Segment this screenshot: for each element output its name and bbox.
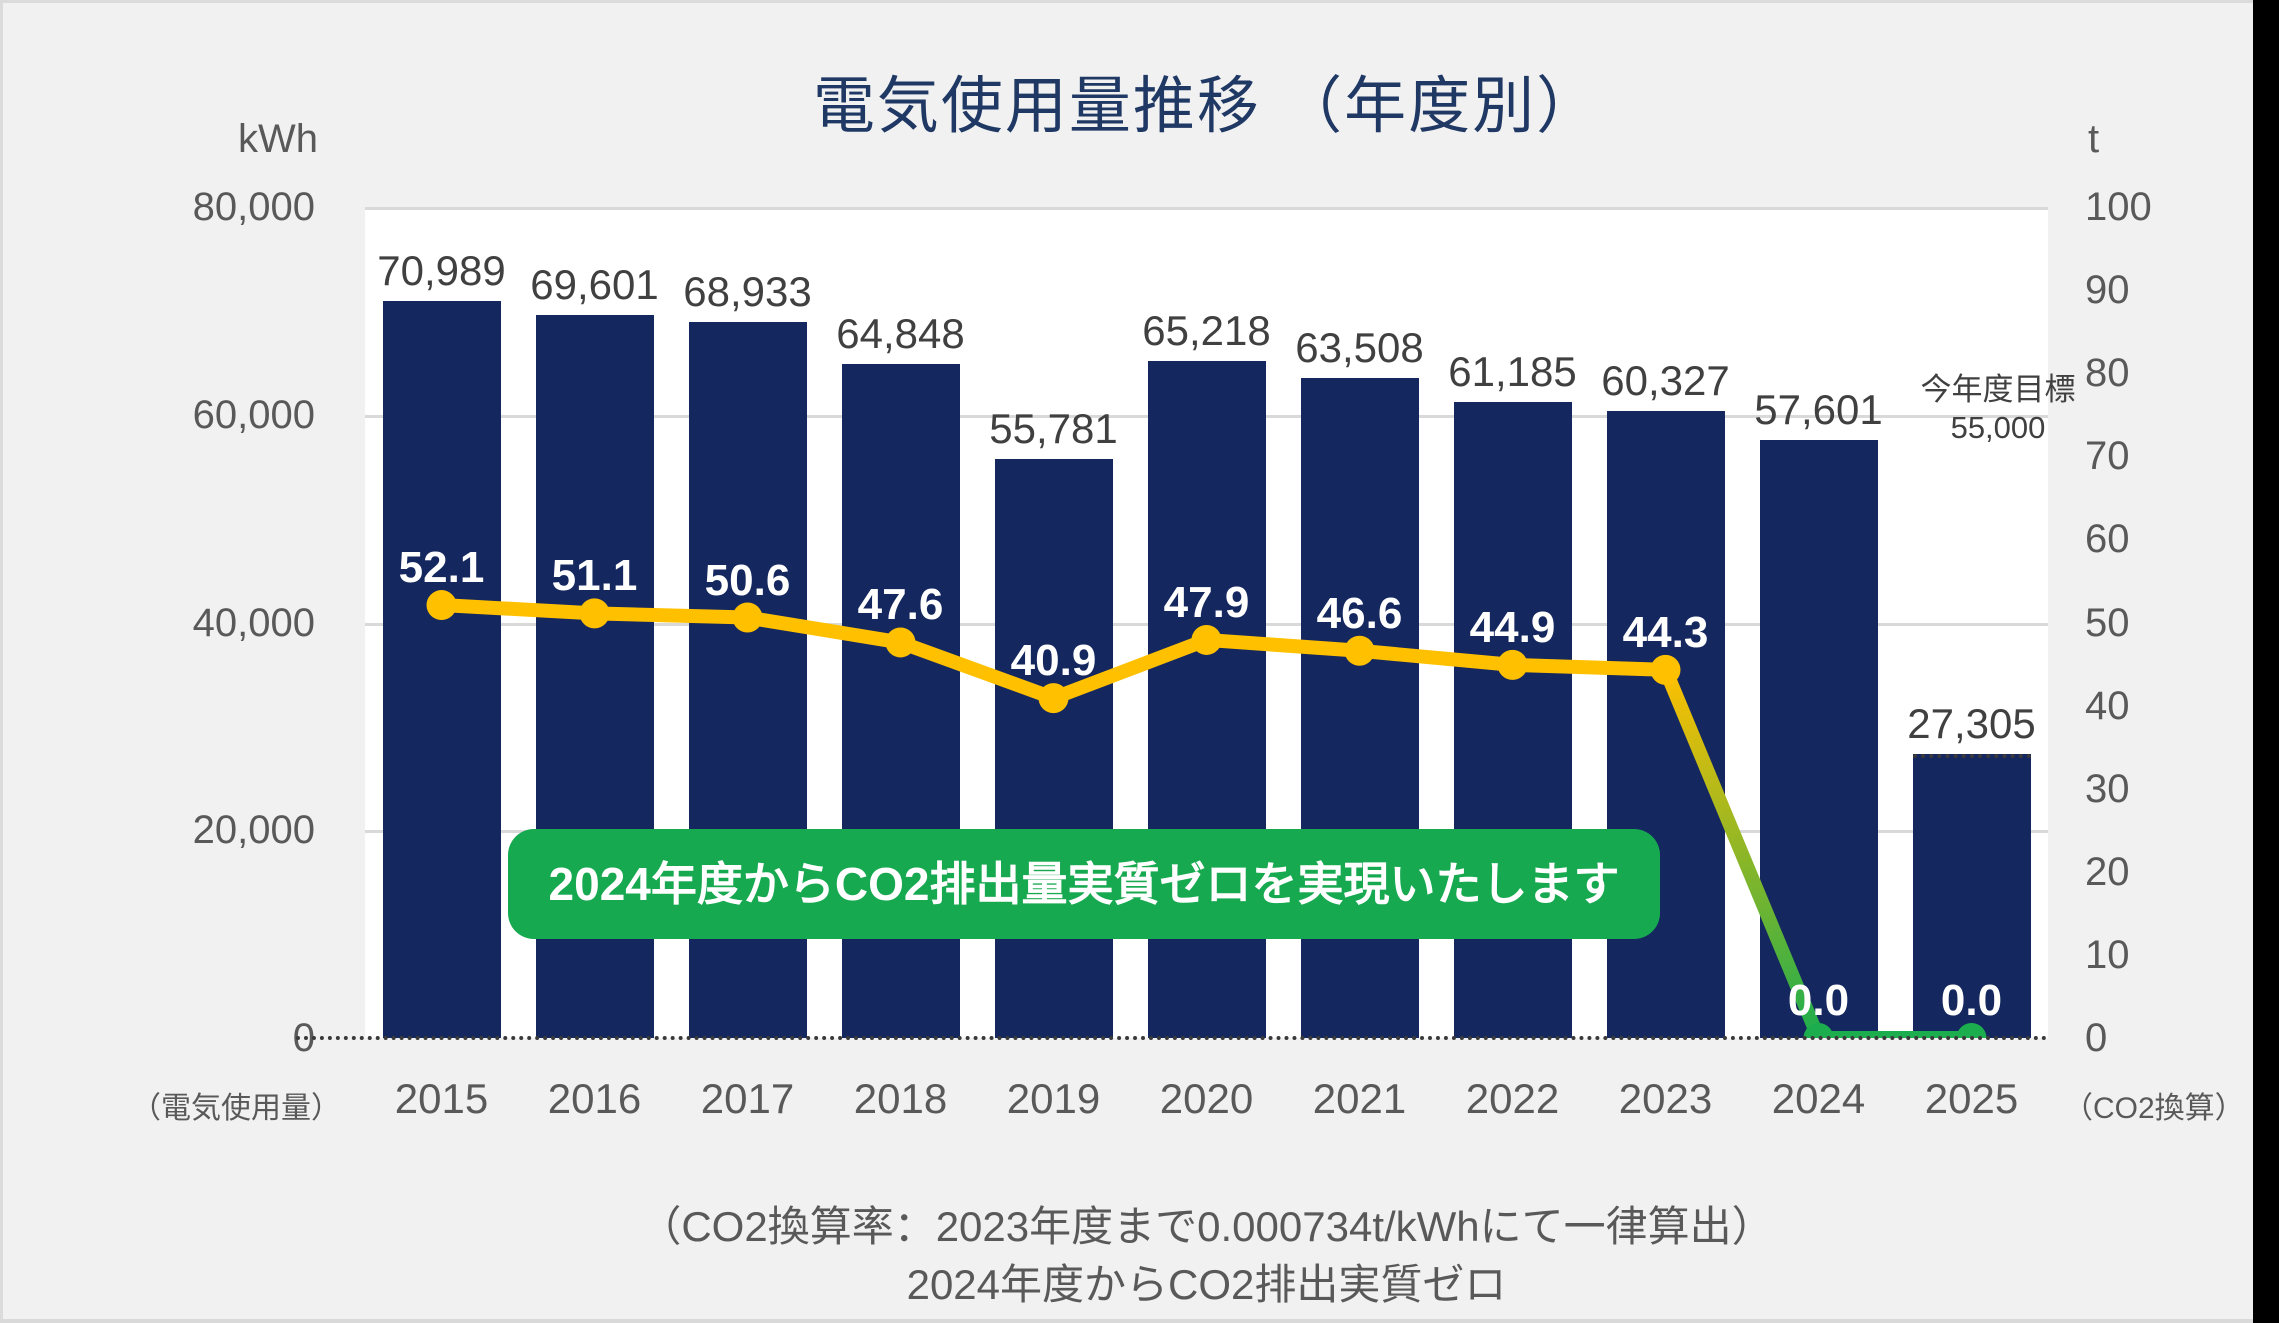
co2-line-chart <box>426 590 1987 1038</box>
bar-value-label-2016: 69,601 <box>530 261 659 309</box>
co2-point-2025 <box>1956 1023 1987 1038</box>
bar-value-label-2023: 60,327 <box>1601 357 1730 405</box>
co2-zero-banner: 2024年度からCO2排出量実質ゼロを実現いたします <box>508 829 1660 939</box>
co2-point-2017 <box>732 602 763 633</box>
co2-value-label-2024: 0.0 <box>1787 976 1850 1025</box>
bar-2025 <box>1912 754 2031 1038</box>
gridline-80000 <box>365 207 2048 210</box>
bar-value-label-2015: 70,989 <box>377 246 506 294</box>
co2-point-2016 <box>579 598 610 629</box>
footnote-line-1: （CO2換算率：2023年度まで0.000734t/kWhにて一律算出） <box>639 1203 1774 1250</box>
co2-value-label-2021: 46.6 <box>1316 588 1403 638</box>
right-axis-tick: 90 <box>2085 268 2130 313</box>
co2-point-2015 <box>426 590 457 621</box>
co2-point-2022 <box>1497 649 1528 680</box>
x-axis-label-2022: 2022 <box>1465 1075 1560 1122</box>
co2-point-2023 <box>1650 654 1681 685</box>
right-axis-tick: 100 <box>2085 185 2152 229</box>
left-axis-tick: 0 <box>292 1016 315 1060</box>
right-axis-caption: （CO2換算） <box>2063 1092 2245 1125</box>
right-axis-tick: 40 <box>2085 683 2130 728</box>
right-axis-tick: 10 <box>2085 932 2130 977</box>
right-axis-tick: 0 <box>2085 1016 2108 1060</box>
left-axis-tick: 80,000 <box>192 185 315 229</box>
bar-value-label-2018: 64,848 <box>836 310 965 358</box>
co2-point-2019 <box>1038 683 1069 714</box>
footnote-line-2: 2024年度からCO2排出実質ゼロ <box>906 1261 1507 1308</box>
bar-value-label-2025: 27,305 <box>1907 700 2036 748</box>
co2-point-2018 <box>885 627 916 658</box>
co2-point-2024 <box>1803 1023 1834 1038</box>
bar-2019 <box>994 458 1113 1038</box>
x-axis-label-2018: 2018 <box>853 1075 948 1122</box>
left-axis-tick: 20,000 <box>192 808 315 853</box>
bar-2015 <box>382 300 501 1038</box>
x-axis-label-2017: 2017 <box>700 1075 795 1122</box>
x-axis-label-2024: 2024 <box>1771 1075 1866 1122</box>
co2-value-label-2015: 52.1 <box>398 543 485 593</box>
co2-point-2020 <box>1191 624 1222 655</box>
left-axis-unit: kWh <box>238 117 318 161</box>
chart-title: 電気使用量推移 （年度別） <box>812 72 1601 141</box>
co2-value-label-2018: 47.6 <box>857 580 944 630</box>
co2-value-label-2023: 44.3 <box>1622 607 1709 657</box>
right-axis-tick: 50 <box>2085 600 2130 645</box>
x-axis-label-2020: 2020 <box>1159 1075 1254 1122</box>
right-axis-tick: 30 <box>2085 766 2130 811</box>
co2-value-label-2016: 51.1 <box>551 551 638 601</box>
bar-value-label-2020: 65,218 <box>1142 306 1271 354</box>
x-axis-label-2025: 2025 <box>1924 1075 2019 1122</box>
zero-axis-dotted-line <box>296 1036 2048 1040</box>
co2-value-label-2019: 40.9 <box>1010 636 1097 686</box>
x-axis-label-2016: 2016 <box>547 1075 642 1122</box>
left-axis-tick: 60,000 <box>192 392 315 437</box>
co2-line-segment <box>1659 667 1825 1038</box>
right-axis-tick: 80 <box>2085 351 2130 396</box>
x-axis-label-2021: 2021 <box>1312 1075 1407 1122</box>
x-axis-label-2023: 2023 <box>1618 1075 1713 1122</box>
bar-value-label-2017: 68,933 <box>683 267 812 315</box>
bar-value-label-2019: 55,781 <box>989 404 1118 452</box>
co2-point-2021 <box>1344 635 1375 666</box>
x-axis-label-2019: 2019 <box>1006 1075 1101 1122</box>
left-axis-caption: （電気使用量） <box>131 1092 341 1125</box>
x-axis-label-2015: 2015 <box>394 1075 489 1122</box>
target-annotation-label: 今年度目標 <box>1920 372 2076 407</box>
left-axis-tick: 40,000 <box>192 600 315 645</box>
right-axis-unit: t <box>2088 117 2100 161</box>
right-axis-tick: 20 <box>2085 849 2130 894</box>
target-annotation: 今年度目標 55,000 <box>1848 371 2148 447</box>
co2-value-label-2020: 47.9 <box>1163 577 1250 627</box>
right-axis-tick: 70 <box>2085 434 2130 479</box>
co2-value-label-2022: 44.9 <box>1469 602 1556 652</box>
right-axis-tick: 60 <box>2085 517 2130 562</box>
target-annotation-value: 55,000 <box>1950 410 2046 445</box>
bar-value-label-2021: 63,508 <box>1295 324 1424 372</box>
co2-value-label-2017: 50.6 <box>704 555 791 605</box>
bar-value-label-2022: 61,185 <box>1448 348 1577 396</box>
bar-value-label-2024: 57,601 <box>1754 385 1883 433</box>
co2-value-label-2025: 0.0 <box>1940 976 2003 1025</box>
